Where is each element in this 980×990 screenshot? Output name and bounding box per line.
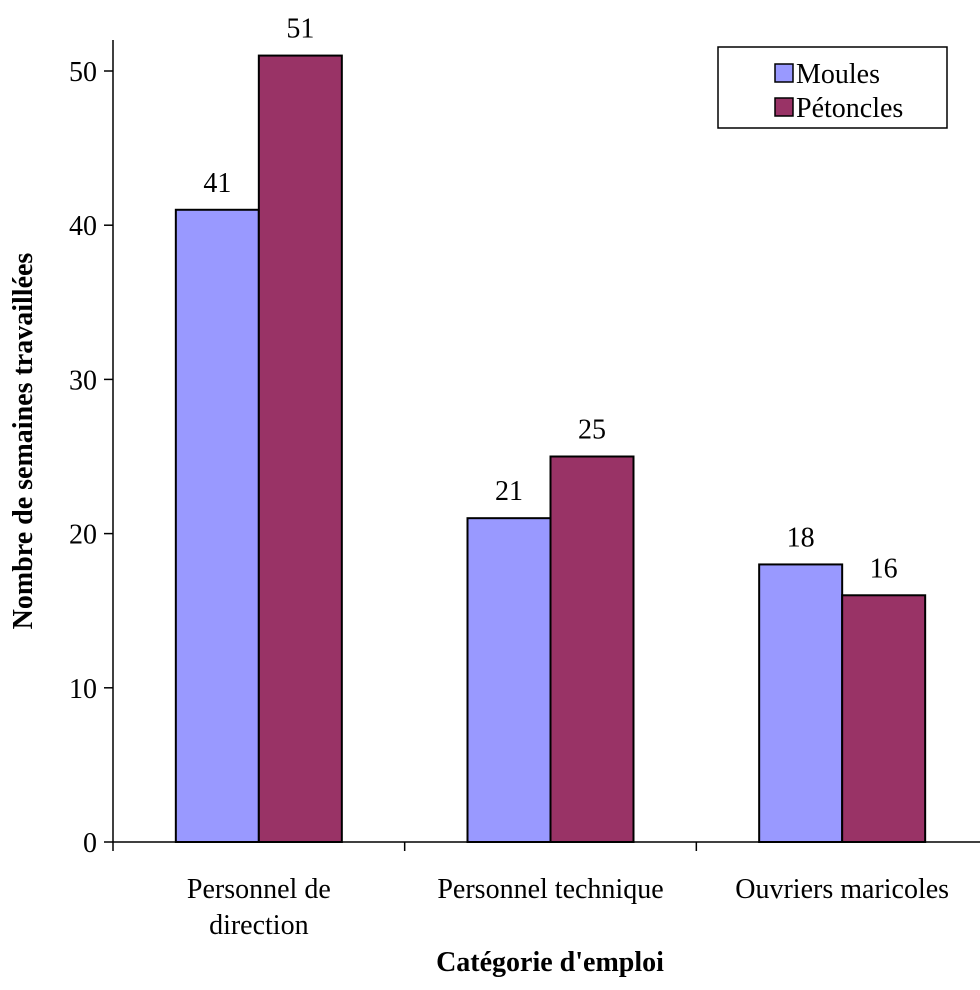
plot-area: 41 51 21 25 18 16 <box>174 14 927 844</box>
legend-swatch-pétoncles <box>774 97 794 117</box>
data-label: 41 <box>203 168 231 199</box>
legend-label: Moules <box>796 59 880 90</box>
bar-pétoncles-1 <box>549 455 635 843</box>
bar-moules-0 <box>174 208 260 843</box>
data-label: 51 <box>286 14 314 45</box>
data-label: 21 <box>495 476 523 507</box>
bar-moules-2 <box>758 563 844 843</box>
bar-pétoncles-2 <box>841 594 927 844</box>
data-label: 18 <box>787 522 815 553</box>
legend-box <box>717 46 948 129</box>
axes: Personnel de direction Personnel technique… <box>69 40 980 941</box>
x-tick-label: Ouvriers maricoles <box>735 874 949 905</box>
y-tick-label: 0 <box>83 828 97 859</box>
bar-moules-1 <box>466 517 552 843</box>
y-tick-label: 50 <box>69 57 97 88</box>
legend-swatch-moules <box>774 63 794 83</box>
y-tick-label: 20 <box>69 520 97 551</box>
y-tick-label: 10 <box>69 674 97 705</box>
data-label: 25 <box>578 415 606 446</box>
bar-pétoncles-0 <box>257 54 343 843</box>
x-tick-label: Personnel technique <box>437 874 663 905</box>
y-tick-label: 30 <box>69 365 97 396</box>
data-label: 16 <box>870 553 898 584</box>
y-tick-label: 40 <box>69 211 97 242</box>
legend-label: Pétoncles <box>796 93 903 124</box>
x-axis-title: Catégorie d'emploi <box>436 947 664 978</box>
x-tick-label: Personnel de direction <box>187 874 331 941</box>
y-axis-title: Nombre de semaines travaillées <box>8 253 39 630</box>
